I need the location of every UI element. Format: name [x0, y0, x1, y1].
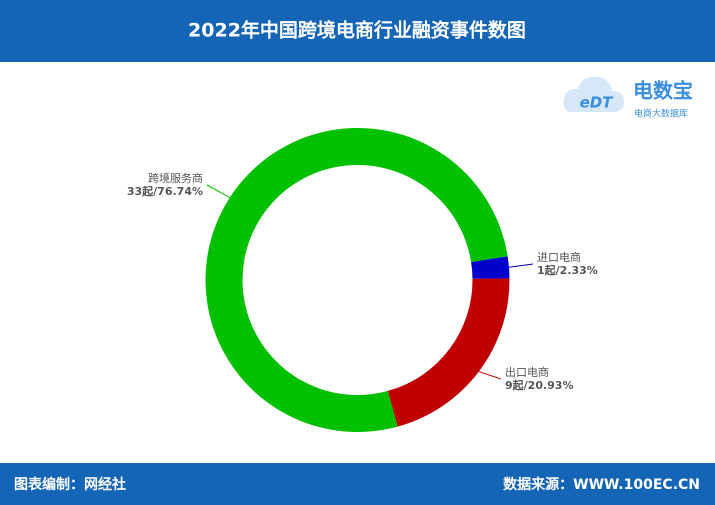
logo-name: 电数宝: [633, 79, 693, 103]
leader-line: [478, 371, 502, 380]
logo: eDT 电数宝 电商大数据库: [563, 76, 693, 120]
donut-slice: [471, 256, 510, 279]
logo-mark: eDT: [580, 94, 615, 112]
slice-value-label: 9起/20.93%: [505, 378, 574, 392]
title: 2022年中国跨境电商行业融资事件数图: [188, 19, 526, 42]
slice-label: 跨境服务商: [148, 171, 203, 185]
logo-cloud: [563, 76, 624, 112]
header-bar: [0, 0, 715, 62]
footer-right: 数据来源：WWW.100EC.CN: [503, 476, 700, 493]
slice-value-label: 1起/2.33%: [537, 263, 598, 277]
slice-value-label: 33起/76.74%: [127, 184, 203, 198]
slice-label: 进口电商: [537, 250, 581, 264]
slice-label: 出口电商: [505, 365, 549, 379]
leader-line: [508, 263, 534, 268]
logo-tagline: 电商大数据库: [634, 108, 688, 120]
donut-slice: [387, 278, 510, 427]
footer-bar: [0, 463, 715, 505]
footer-left: 图表编制：网经社: [14, 476, 126, 493]
leader-line: [206, 184, 231, 198]
